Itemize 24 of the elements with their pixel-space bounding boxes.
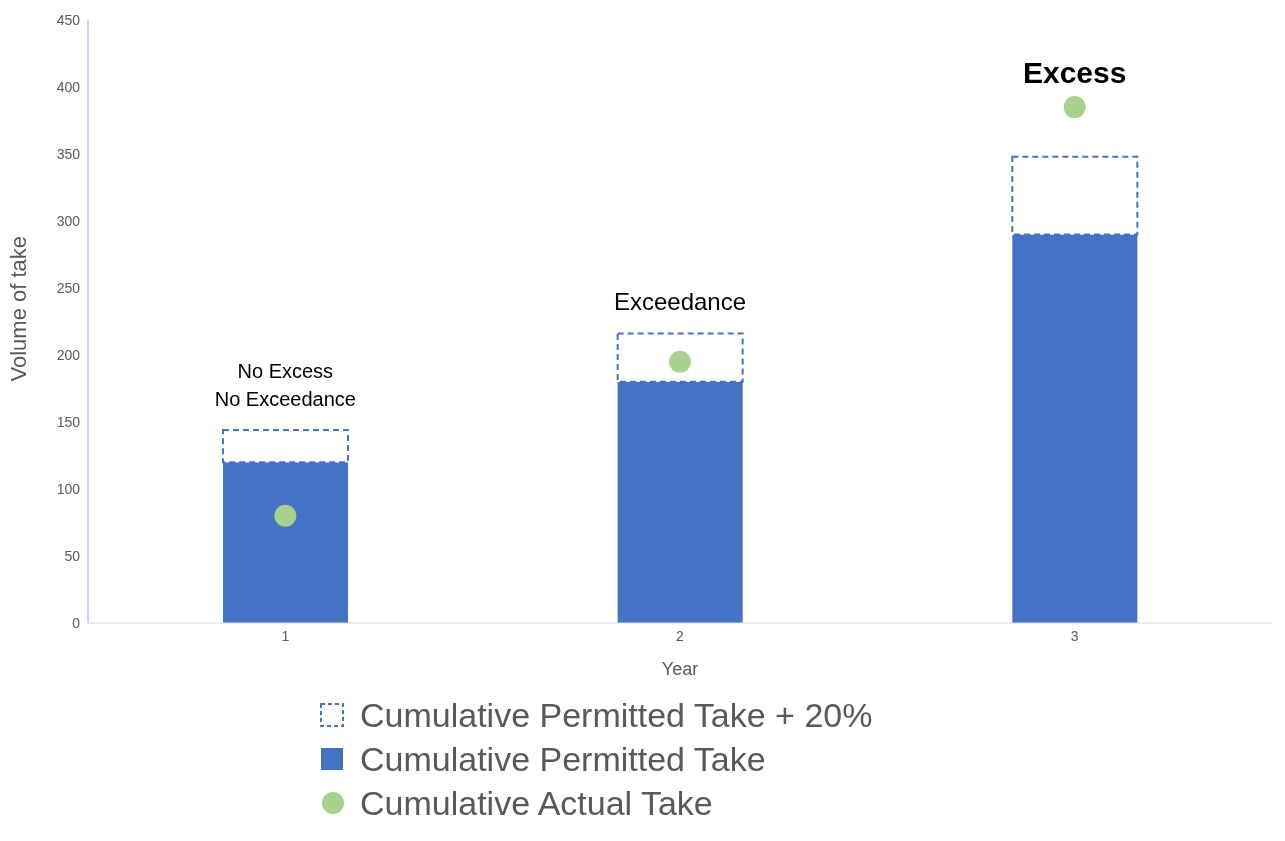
x-tick-label: 3 — [1070, 627, 1079, 644]
y-tick-label: 350 — [56, 145, 81, 162]
x-tick-label: 1 — [281, 627, 290, 644]
point — [669, 350, 691, 373]
y-tick-label: 250 — [56, 279, 81, 296]
annotation: No Excess No Exceedance — [214, 360, 356, 411]
point — [274, 504, 297, 527]
x-axis-title: Year — [661, 659, 699, 679]
y-tick-label: 300 — [56, 212, 81, 229]
legend-label: Cumulative Permitted Take + 20% — [360, 695, 873, 736]
y-tick-label: 200 — [56, 346, 81, 363]
legend-label: Cumulative Actual Take — [360, 783, 713, 824]
y-tick-label: 450 — [56, 11, 81, 28]
y-tick-label: 0 — [72, 614, 81, 631]
y-axis-title: Volume of take — [5, 235, 31, 382]
y-tick-label: 100 — [56, 480, 81, 497]
x-tick-label: 2 — [676, 627, 685, 644]
y-tick-label: 50 — [64, 547, 81, 564]
legend-label: Cumulative Permitted Take — [360, 739, 766, 780]
annotation: Exceedance — [613, 287, 747, 315]
y-tick-label: 150 — [56, 413, 81, 430]
y-tick-label: 400 — [56, 78, 81, 95]
annotation: Excess — [1022, 56, 1127, 90]
point — [1063, 96, 1086, 119]
